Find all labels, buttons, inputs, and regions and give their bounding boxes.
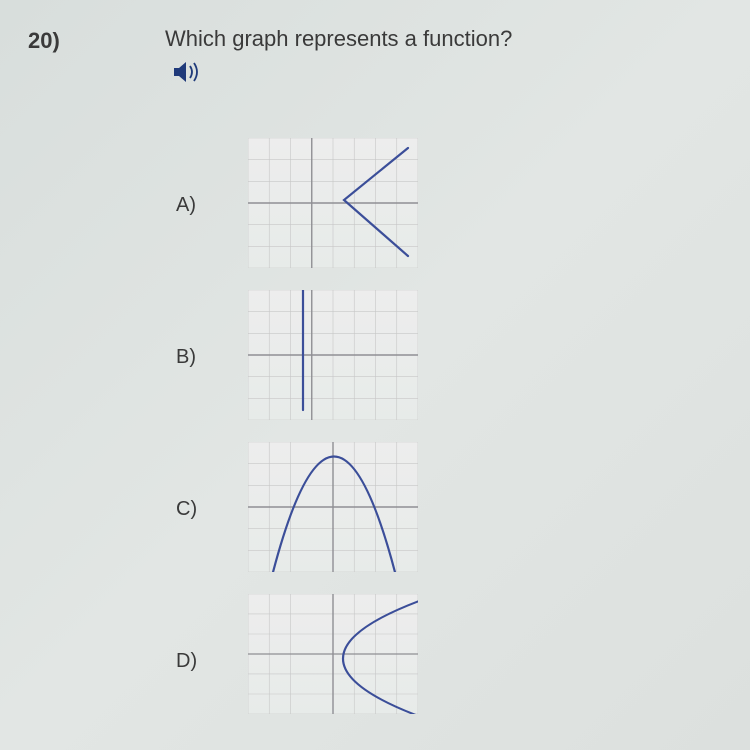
question-number: 20) [28, 28, 60, 54]
audio-icon[interactable] [172, 60, 202, 89]
question-page: 20) Which graph represents a function? A… [0, 0, 750, 750]
choice-d-label[interactable]: D) [176, 650, 197, 673]
axes [248, 442, 418, 572]
choice-a-graph[interactable] [248, 138, 418, 268]
question-text: Which graph represents a function? [165, 26, 512, 52]
choice-a-label[interactable]: A) [176, 194, 196, 217]
choice-b-label[interactable]: B) [176, 346, 196, 369]
choice-c-label[interactable]: C) [176, 498, 197, 521]
choice-b-graph[interactable] [248, 290, 418, 420]
choice-c-graph[interactable] [248, 442, 418, 572]
curve-a [344, 148, 408, 256]
choice-d-graph[interactable] [248, 594, 418, 714]
